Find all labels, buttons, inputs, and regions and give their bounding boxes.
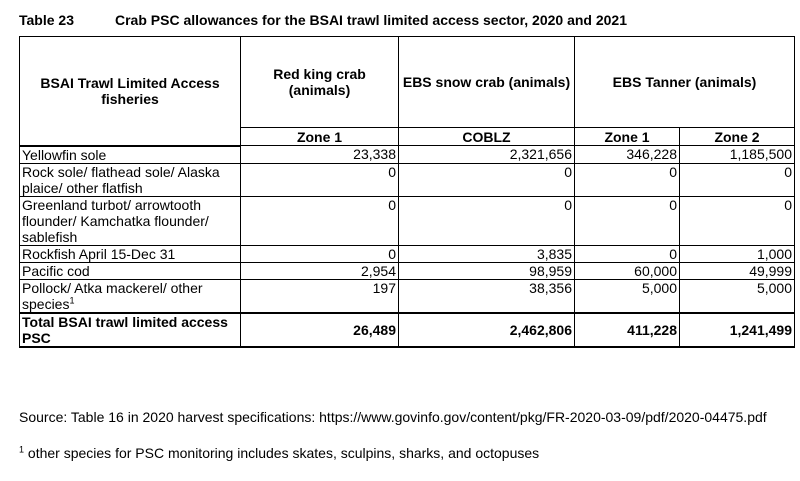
header-zone: Zone 1 xyxy=(574,127,680,146)
table-row: Greenland turbot/ arrowtooth flounder/ K… xyxy=(19,195,796,246)
table-row: Pollock/ Atka mackerel/ other species1 1… xyxy=(19,278,796,313)
total-value: 1,241,499 xyxy=(678,311,796,348)
cell-value: 0 xyxy=(678,195,796,246)
cell-value: 0 xyxy=(574,244,680,263)
row-name: Pacific cod xyxy=(19,261,241,280)
footnote-text: other species for PSC monitoring include… xyxy=(24,445,540,461)
cell-value: 2,954 xyxy=(240,261,399,280)
cell-value: 0 xyxy=(240,195,399,246)
cell-value: 5,000 xyxy=(678,278,796,313)
cell-value: 197 xyxy=(240,278,399,313)
header-zone: COBLZ xyxy=(398,127,575,146)
header-tanner: EBS Tanner (animals) xyxy=(573,36,796,128)
cell-value: 0 xyxy=(398,162,575,197)
header-zone: Zone 1 xyxy=(240,127,399,146)
cell-value: 1,000 xyxy=(678,244,796,263)
cell-value: 5,000 xyxy=(574,278,680,313)
cell-value: 0 xyxy=(574,162,680,197)
footnote-marker: 1 xyxy=(69,294,75,305)
cell-value: 38,356 xyxy=(398,278,575,313)
cell-value: 23,338 xyxy=(240,145,399,164)
table-row: Yellowfin sole 23,338 2,321,656 346,228 … xyxy=(19,145,796,164)
table-row: Pacific cod 2,954 98,959 60,000 49,999 xyxy=(19,261,796,280)
psc-table: BSAI Trawl Limited Access fisheries Red … xyxy=(19,36,796,348)
row-name: Yellowfin sole xyxy=(19,145,241,164)
header-zone: Zone 2 xyxy=(678,127,796,146)
total-name: Total BSAI trawl limited access PSC xyxy=(19,311,241,348)
total-row: Total BSAI trawl limited access PSC 26,4… xyxy=(19,311,796,348)
cell-value: 1,185,500 xyxy=(678,145,796,164)
row-name: Pollock/ Atka mackerel/ other species1 xyxy=(19,278,241,313)
header-snow-crab: EBS snow crab (animals) xyxy=(398,36,575,128)
table-caption: Table 23 Crab PSC allowances for the BSAI… xyxy=(19,12,627,28)
total-value: 2,462,806 xyxy=(398,311,575,348)
total-value: 411,228 xyxy=(574,311,680,348)
total-value: 26,489 xyxy=(240,311,399,348)
row-name: Greenland turbot/ arrowtooth flounder/ K… xyxy=(19,195,241,246)
footnote-marker: 1 xyxy=(19,444,25,455)
cell-value: 60,000 xyxy=(574,261,680,280)
cell-value: 49,999 xyxy=(678,261,796,280)
cell-value: 0 xyxy=(240,244,399,263)
cell-value: 98,959 xyxy=(398,261,575,280)
table-row: Rockfish April 15-Dec 31 0 3,835 0 1,000 xyxy=(19,244,796,263)
cell-value: 0 xyxy=(574,195,680,246)
row-name-text: Pollock/ Atka mackerel/ other species xyxy=(22,279,203,312)
footnote: 1 other species for PSC monitoring inclu… xyxy=(19,445,539,462)
cell-value: 346,228 xyxy=(574,145,680,164)
header-red-king-crab: Red king crab (animals) xyxy=(240,36,399,128)
table-row: Rock sole/ flathead sole/ Alaska plaice/… xyxy=(19,162,796,197)
table-title: Crab PSC allowances for the BSAI trawl l… xyxy=(115,12,627,28)
cell-value: 3,835 xyxy=(398,244,575,263)
cell-value: 2,321,656 xyxy=(398,145,575,164)
table-number: Table 23 xyxy=(19,12,74,28)
cell-value: 0 xyxy=(678,162,796,197)
row-name: Rockfish April 15-Dec 31 xyxy=(19,244,241,263)
row-name: Rock sole/ flathead sole/ Alaska plaice/… xyxy=(19,162,241,197)
cell-value: 0 xyxy=(398,195,575,246)
header-fisheries: BSAI Trawl Limited Access fisheries xyxy=(19,36,241,147)
cell-value: 0 xyxy=(240,162,399,197)
source-note: Source: Table 16 in 2020 harvest specifi… xyxy=(19,409,767,425)
